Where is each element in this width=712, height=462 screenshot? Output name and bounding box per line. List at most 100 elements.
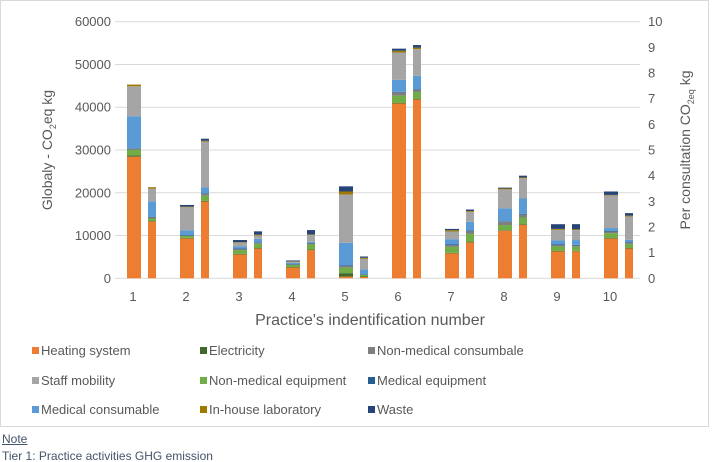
bar-global-electricity (551, 250, 565, 252)
bar-per-consultation-heating-system (254, 248, 262, 279)
bar-global-non-medical-consumbale (127, 148, 141, 150)
bar-global-waste (233, 240, 247, 243)
bar-per-consultation-staff-mobility (148, 188, 156, 202)
bar-per-consultation-non-medical-consumbale (201, 193, 209, 196)
y2-tick-label: 3 (648, 194, 655, 209)
bar-per-consultation-staff-mobility (625, 216, 633, 240)
bar-per-consultation-medical-consumable (625, 239, 633, 243)
bar-per-consultation-medical-equipment (625, 242, 633, 243)
bar-per-consultation-in-house-laboratory (413, 47, 421, 50)
bar-global-staff-mobility (233, 242, 247, 247)
bar-per-consultation-medical-equipment (254, 242, 262, 243)
bar-global-waste (286, 260, 300, 262)
bar-global-staff-mobility (127, 86, 141, 117)
bar-per-consultation-in-house-laboratory (519, 177, 527, 179)
bar-global-heating-system (392, 103, 406, 279)
legend-label: Staff mobility (41, 373, 116, 388)
bar-per-consultation-staff-mobility (201, 141, 209, 188)
y2-tick-label: 1 (648, 245, 655, 260)
bar-per-consultation-medical-equipment (519, 213, 527, 215)
bar-per-consultation-medical-equipment (201, 193, 209, 194)
bar-global-non-medical-consumbale (339, 265, 353, 268)
bar-per-consultation-non-medical-equipment (254, 243, 262, 249)
y-tick-label: 60000 (75, 14, 111, 29)
bar-global-electricity (339, 273, 353, 277)
legend-label: In-house laboratory (209, 402, 322, 417)
bar-per-consultation-medical-equipment (466, 230, 474, 232)
bar-global-non-medical-consumbale (604, 231, 618, 234)
bar-per-consultation-in-house-laboratory (625, 215, 633, 217)
y-tick-label: 10000 (75, 228, 111, 243)
bar-global-in-house-laboratory (127, 84, 141, 87)
x-axis-title: Practice's indentification number (255, 312, 486, 329)
bar-global-medical-equipment (180, 235, 194, 236)
bar-global-in-house-laboratory (445, 230, 459, 232)
bar-per-consultation-waste (625, 213, 633, 216)
bar-global-heating-system (233, 254, 247, 279)
x-tick-label: 3 (235, 289, 242, 304)
y2-tick-label: 6 (648, 117, 655, 132)
x-tick-label: 4 (288, 289, 295, 304)
bar-global-electricity (286, 267, 300, 268)
bar-global-non-medical-equipment (551, 246, 565, 251)
bar-per-consultation-staff-mobility (572, 230, 580, 241)
y2-tick-label: 10 (648, 14, 662, 29)
bar-global-medical-consumable (604, 228, 618, 232)
bar-global-in-house-laboratory (286, 261, 300, 262)
bar-per-consultation-waste (254, 231, 262, 235)
bar-per-consultation-waste (360, 256, 368, 258)
bar-per-consultation-non-medical-consumbale (519, 214, 527, 218)
chart-frame (0, 0, 709, 427)
x-tick-label: 6 (394, 289, 401, 304)
bar-per-consultation-electricity (519, 224, 527, 225)
bar-per-consultation-non-medical-equipment (519, 217, 527, 225)
bar-per-consultation-staff-mobility (466, 211, 474, 222)
bar-global-heating-system (286, 267, 300, 279)
bar-global-in-house-laboratory (233, 242, 247, 243)
bar-per-consultation-non-medical-consumbale (360, 274, 368, 275)
bar-per-consultation-medical-equipment (360, 274, 368, 275)
bar-global-staff-mobility (339, 194, 353, 243)
bar-per-consultation-medical-consumable (519, 198, 527, 214)
bar-global-medical-consumable (445, 239, 459, 245)
bar-global-non-medical-equipment (339, 267, 353, 274)
bar-per-consultation-electricity (201, 200, 209, 202)
legend-swatch (32, 377, 39, 384)
note-text: Tier 1: Practice activities GHG emission (2, 449, 213, 462)
bar-global-staff-mobility (445, 231, 459, 240)
bar-global-non-medical-equipment (604, 233, 618, 239)
x-tick-label: 2 (182, 289, 189, 304)
bar-global-medical-equipment (551, 244, 565, 246)
bar-global-medical-equipment (498, 221, 512, 222)
bar-global-waste (498, 187, 512, 189)
bar-global-electricity (445, 252, 459, 254)
x-tick-label: 9 (553, 289, 560, 304)
bar-per-consultation-waste (201, 138, 209, 141)
bar-per-consultation-electricity (360, 276, 368, 278)
bar-global-electricity (180, 237, 194, 239)
legend-swatch (368, 406, 375, 413)
bar-global-staff-mobility (604, 195, 618, 229)
bar-global-heating-system (498, 230, 512, 279)
bar-global-waste (392, 48, 406, 51)
bar-global-staff-mobility (551, 229, 565, 241)
bar-global-medical-consumable (551, 240, 565, 245)
bar-global-staff-mobility (180, 207, 194, 231)
bar-per-consultation-non-medical-equipment (148, 218, 156, 222)
bar-per-consultation-non-medical-equipment (413, 92, 421, 99)
bar-global-non-medical-equipment (180, 235, 194, 238)
bar-per-consultation-in-house-laboratory (572, 229, 580, 231)
bar-per-consultation-medical-consumable (148, 201, 156, 217)
y2-tick-label: 0 (648, 271, 655, 286)
bar-global-electricity (233, 253, 247, 255)
bar-global-non-medical-consumbale (180, 235, 194, 236)
bar-global-waste (604, 191, 618, 195)
bar-global-non-medical-equipment (392, 95, 406, 103)
bar-global-medical-consumable (339, 242, 353, 266)
bar-global-medical-consumable (127, 116, 141, 149)
bar-per-consultation-waste (413, 45, 421, 48)
legend-label: Non-medical equipment (209, 373, 347, 388)
bar-per-consultation-medical-consumable (413, 75, 421, 90)
legend-swatch (32, 347, 39, 354)
bar-per-consultation-heating-system (360, 277, 368, 279)
